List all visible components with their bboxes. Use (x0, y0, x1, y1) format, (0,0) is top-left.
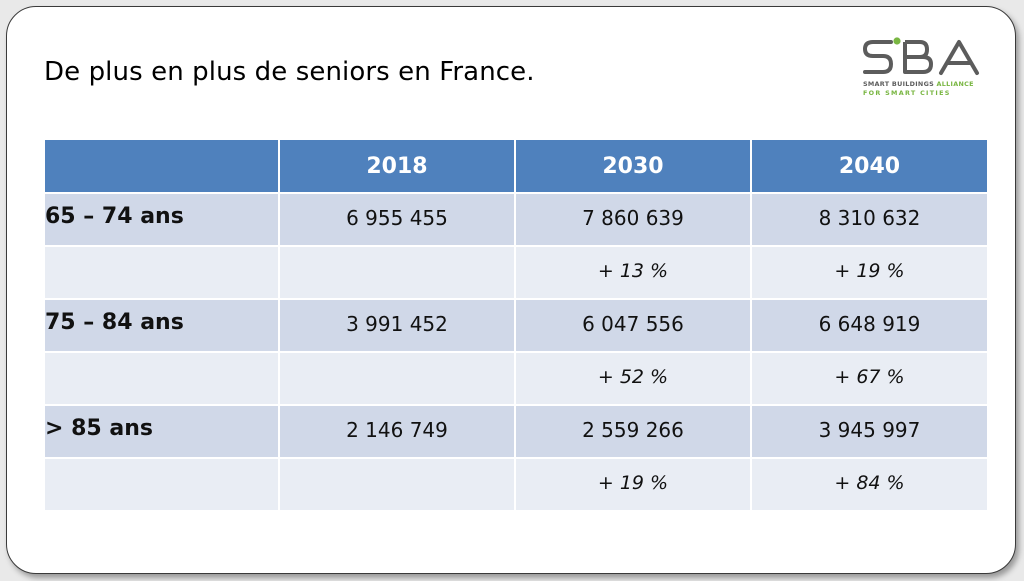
row-label: 65 – 74 ans (43, 192, 280, 247)
growth-cell (278, 351, 516, 406)
growth-cell: + 52 % (514, 351, 752, 406)
logo-tagline-2: FOR SMART CITIES (863, 89, 951, 97)
growth-row: + 13 % + 19 % (43, 245, 989, 300)
value-cell: 2 559 266 (514, 404, 752, 459)
value-cell: 6 648 919 (750, 298, 989, 353)
header-row: 2018 2030 2040 (43, 138, 989, 194)
seniors-table: 2018 2030 2040 65 – 74 ans 6 955 455 7 8… (43, 138, 989, 512)
growth-label-empty (43, 245, 280, 300)
header-2018: 2018 (278, 138, 516, 194)
value-cell: 6 955 455 (278, 192, 516, 247)
growth-cell: + 84 % (750, 457, 989, 512)
value-cell: 8 310 632 (750, 192, 989, 247)
row-label: > 85 ans (43, 404, 280, 459)
sba-logo-mark (863, 37, 979, 75)
growth-cell: + 67 % (750, 351, 989, 406)
growth-cell: + 19 % (514, 457, 752, 512)
slide: De plus en plus de seniors en France. SM… (6, 6, 1016, 574)
header-2030: 2030 (514, 138, 752, 194)
slide-title: De plus en plus de seniors en France. (44, 57, 535, 87)
table-row: > 85 ans 2 146 749 2 559 266 3 945 997 (43, 404, 989, 459)
growth-row: + 52 % + 67 % (43, 351, 989, 406)
table-row: 65 – 74 ans 6 955 455 7 860 639 8 310 63… (43, 192, 989, 247)
growth-cell: + 19 % (750, 245, 989, 300)
value-cell: 6 047 556 (514, 298, 752, 353)
row-label: 75 – 84 ans (43, 298, 280, 353)
growth-label-empty (43, 351, 280, 406)
header-2040: 2040 (750, 138, 989, 194)
growth-row: + 19 % + 84 % (43, 457, 989, 512)
sba-logo: SMART BUILDINGS ALLIANCE FOR SMART CITIE… (859, 37, 989, 105)
value-cell: 3 991 452 (278, 298, 516, 353)
growth-label-empty (43, 457, 280, 512)
growth-cell: + 13 % (514, 245, 752, 300)
growth-cell (278, 457, 516, 512)
value-cell: 3 945 997 (750, 404, 989, 459)
logo-tagline-1: SMART BUILDINGS ALLIANCE (863, 80, 974, 88)
table-row: 75 – 84 ans 3 991 452 6 047 556 6 648 91… (43, 298, 989, 353)
value-cell: 2 146 749 (278, 404, 516, 459)
header-empty (43, 138, 280, 194)
growth-cell (278, 245, 516, 300)
value-cell: 7 860 639 (514, 192, 752, 247)
